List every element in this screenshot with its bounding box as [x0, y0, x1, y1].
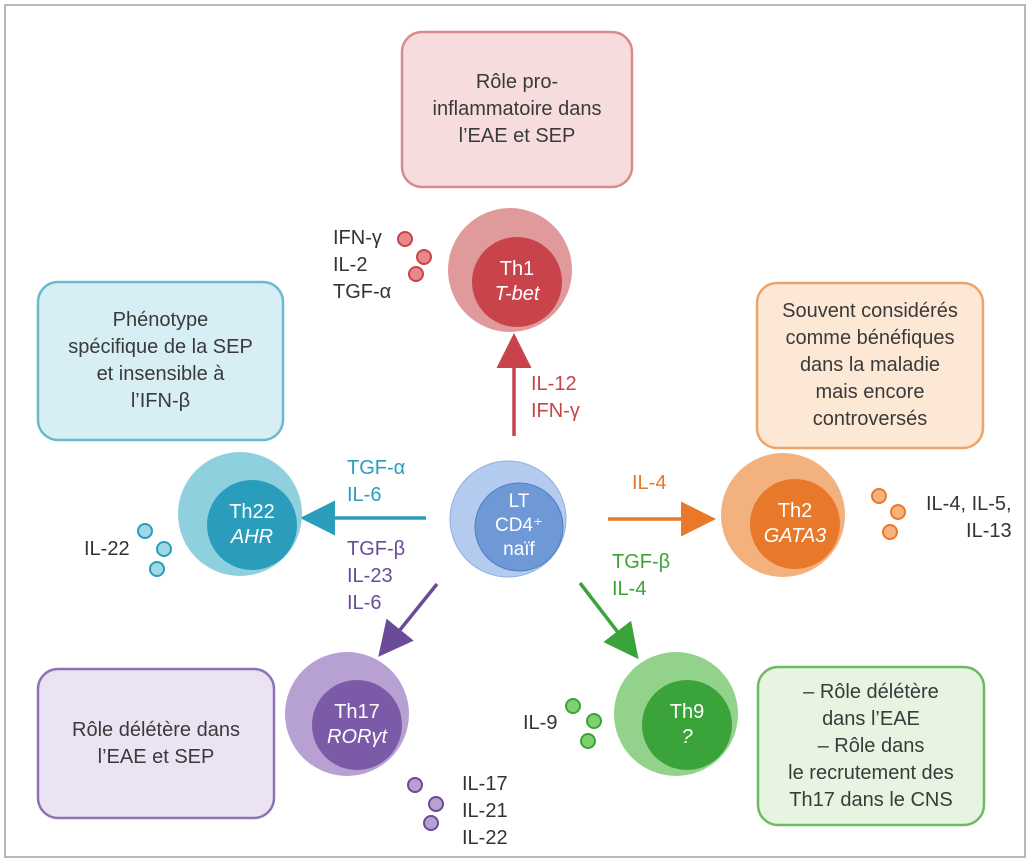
th9-cell-inner	[642, 680, 732, 770]
th2-cell-label: Th2 GATA3	[750, 499, 840, 549]
th2-cell-inner	[750, 479, 840, 569]
arrow-to-th17	[378, 582, 439, 657]
th9-box-text: – Rôle délétère dans l’EAE – Rôle dans l…	[788, 680, 954, 811]
th17-cell-inner	[312, 680, 402, 770]
th1-name: Th1	[499, 258, 535, 280]
naive-cell-inner	[474, 482, 564, 572]
th1-cytokines: IFN-γ IL-2 TGF-α	[333, 227, 392, 303]
th2-name: Th2	[777, 500, 813, 522]
th2-cytokines: IL-4, IL-5, IL-13	[926, 493, 1012, 542]
th22-box	[36, 280, 285, 442]
th17-name: Th17	[334, 701, 380, 723]
th1-cell-inner	[472, 237, 562, 327]
th9-box	[756, 665, 986, 827]
th2-box-text: Souvent considérés comme bénéfiques dans…	[782, 300, 958, 430]
th22-cell-inner	[207, 480, 297, 570]
th22-cell-label: Th22 AHR	[207, 500, 297, 550]
th2-box	[755, 281, 985, 450]
th22-box-text: Phénotype spécifique de la SEP et insens…	[68, 309, 253, 412]
th1-box-text: Rôle pro- inflammatoire dans l’EAE et SE…	[432, 71, 602, 147]
th17-cytokines: IL-17 IL-21 IL-22	[462, 773, 508, 849]
th17-factor: RORγt	[327, 726, 387, 748]
th17-inducers: TGF-β IL-23 IL-6	[347, 538, 406, 614]
th1-inducers: IL-12 IFN-γ	[531, 373, 580, 422]
th1-cytokine-dots	[397, 231, 432, 282]
th1-cell-label: Th1 T-bet	[472, 257, 562, 307]
th9-cytokine-dots	[565, 698, 602, 749]
th22-cytokines: IL-22	[84, 538, 130, 560]
th9-cytokines: IL-9	[523, 712, 558, 734]
th22-cytokine-dots	[137, 523, 172, 577]
naive-line3: naïf	[503, 539, 535, 560]
th2-factor: GATA3	[763, 525, 827, 547]
th1-box	[400, 30, 634, 189]
th9-cell-label: Th9 ?	[642, 700, 732, 750]
th1-factor: T-bet	[494, 283, 540, 305]
th9-inducers: TGF-β IL-4	[612, 551, 671, 600]
arrow-to-th9	[578, 581, 639, 660]
th17-box-text: Rôle délétère dans l’EAE et SEP	[72, 718, 240, 768]
naive-cell-label: LT CD4⁺ naïf	[475, 490, 563, 562]
th17-cytokine-dots	[407, 777, 444, 831]
th17-cell-label: Th17 RORγt	[312, 700, 402, 750]
th22-name: Th22	[229, 501, 275, 523]
th9-name: Th9	[669, 701, 705, 723]
naive-line2: CD4⁺	[494, 515, 544, 536]
naive-line1: LT	[508, 491, 530, 512]
th2-cytokine-dots	[871, 488, 906, 540]
th22-inducers: TGF-α IL-6	[347, 457, 406, 506]
th2-inducers: IL-4	[632, 472, 667, 494]
th17-box	[36, 667, 276, 820]
th9-factor: ?	[681, 726, 693, 748]
th22-factor: AHR	[230, 526, 274, 548]
